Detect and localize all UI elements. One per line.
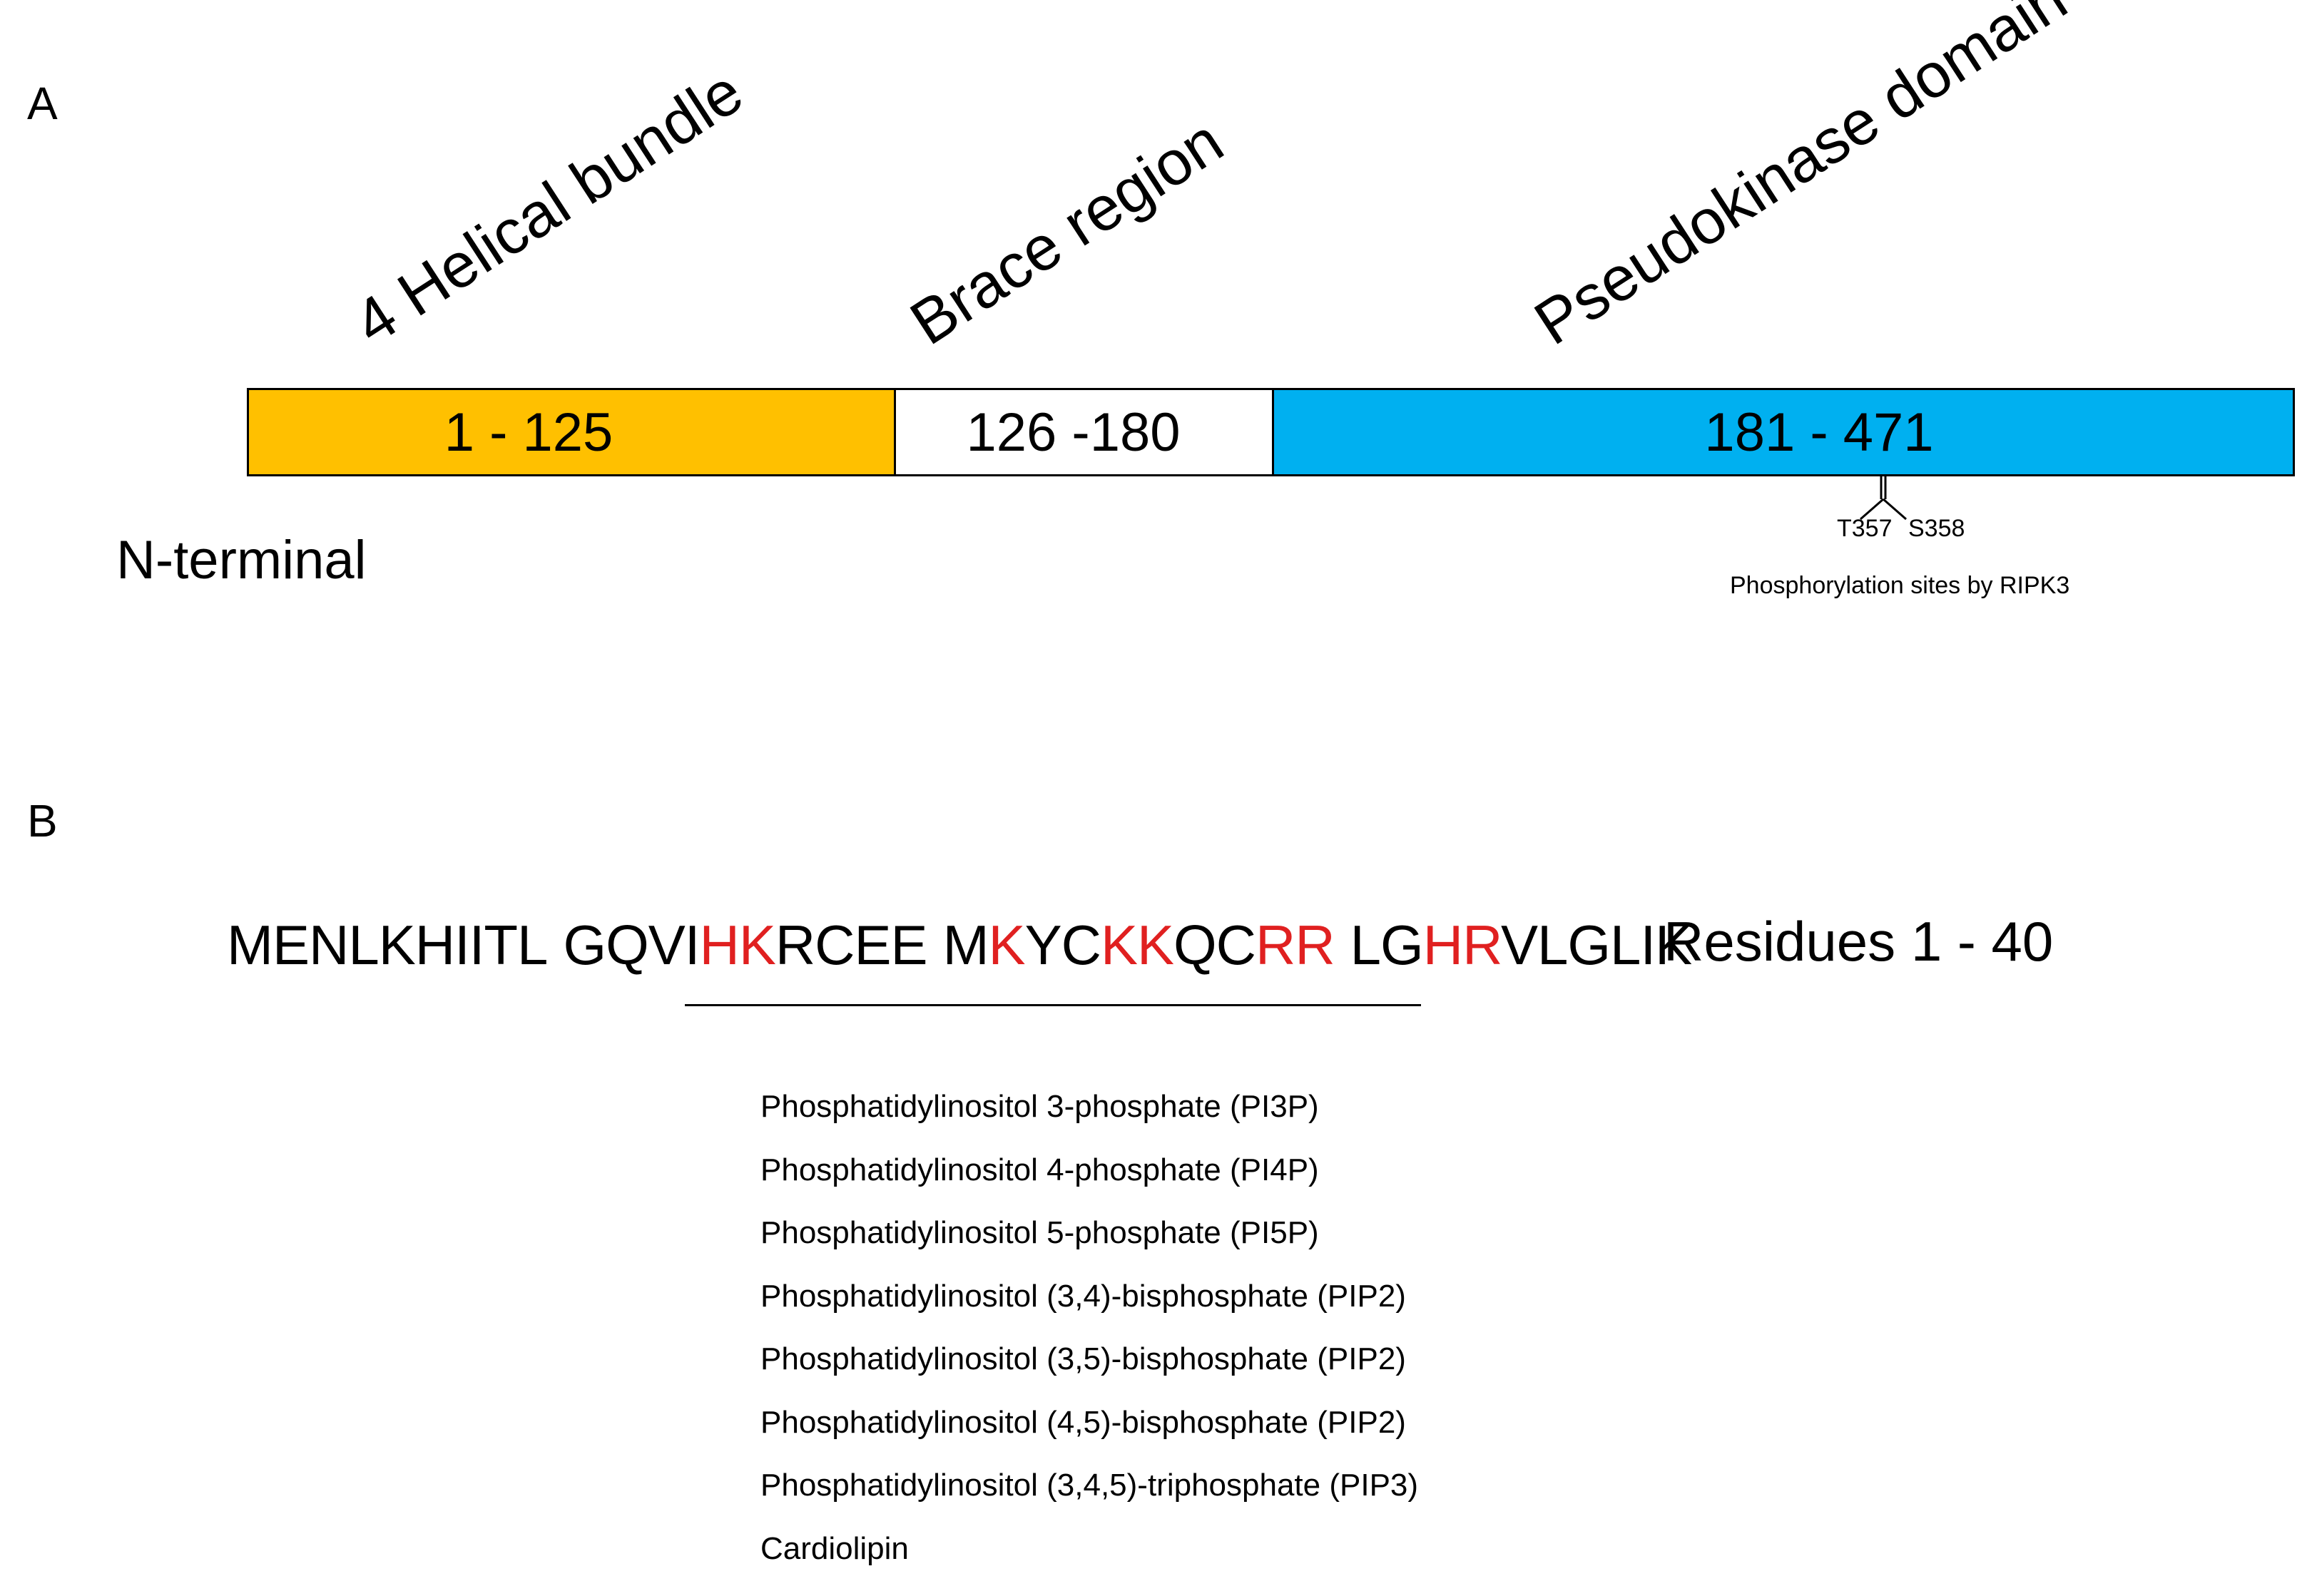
brace-region-segment: 126 -180: [894, 388, 1274, 476]
brace-region-title: Brace region: [897, 105, 1236, 359]
site-t357-label: T357: [1837, 515, 1893, 542]
site-s358-label: S358: [1908, 515, 1965, 542]
residue-segment: QC: [1173, 914, 1256, 976]
lipid-item: Cardiolipin: [760, 1530, 909, 1566]
helical-bundle-segment: 1 - 125: [247, 388, 896, 476]
residue-segment: RCEE: [775, 914, 928, 976]
lipid-item: Phosphatidylinositol (3,4,5)-triphosphat…: [760, 1468, 1419, 1503]
basic-residue: KK: [1100, 914, 1174, 976]
basic-residue: RR: [1256, 914, 1335, 976]
helical-bundle-title: 4 Helical bundle: [341, 56, 755, 359]
pseudokinase-domain-segment: 181 - 471: [1272, 388, 2295, 476]
lipid-item: Phosphatidylinositol (4,5)-bisphosphate …: [760, 1404, 1406, 1440]
lipid-item: Phosphatidylinositol 5-phosphate (PI5P): [760, 1215, 1319, 1250]
lipid-item: Phosphatidylinositol 4-phosphate (PI4P): [760, 1152, 1319, 1187]
lipid-binding-region-underline: [685, 1004, 1421, 1006]
helical-bundle-range: 1 - 125: [444, 401, 613, 463]
brace-region-range: 126 -180: [966, 401, 1181, 463]
sequence-group: GQVIHKRCEE: [563, 914, 927, 976]
phosphorylation-caption: Phosphorylation sites by RIPK3: [1730, 572, 2070, 599]
lipid-item: Phosphatidylinositol (3,5)-bisphosphate …: [760, 1341, 1406, 1376]
lipid-list: Phosphatidylinositol 3-phosphate (PI3P) …: [760, 1091, 1418, 1596]
residue-segment: MENLKHIITL: [227, 914, 548, 976]
residue-segment: GQVI: [563, 914, 700, 976]
residue-segment: LG: [1350, 914, 1424, 976]
basic-residue: HK: [699, 914, 775, 976]
residue-segment: YC: [1024, 914, 1101, 976]
sequence-group: MKYCKKQCRR: [943, 914, 1335, 976]
sequence-group: MENLKHIITL: [227, 914, 548, 976]
pseudokinase-domain-title: Pseudokinase domain: [1522, 0, 2079, 359]
panel-b-label: B: [27, 795, 58, 846]
panel-a-label: A: [27, 78, 58, 129]
residue-segment: VLGLIK: [1500, 914, 1692, 976]
pseudokinase-domain-range: 181 - 471: [1704, 401, 1934, 463]
lipid-item: Phosphatidylinositol (3,4)-bisphosphate …: [760, 1278, 1406, 1314]
basic-residue: K: [988, 914, 1026, 976]
residue-segment: M: [942, 914, 989, 976]
basic-residue: HR: [1422, 914, 1502, 976]
n-terminal-label: N-terminal: [116, 530, 367, 590]
sequence-group: LGHRVLGLIK: [1350, 914, 1692, 976]
protein-sequence: MENLKHIITL GQVIHKRCEE MKYCKKQCRR LGHRVLGLIK: [227, 913, 1707, 978]
phosphorylation-site-marker: [1860, 476, 1907, 521]
lipid-item: Phosphatidylinositol 3-phosphate (PI3P): [760, 1089, 1319, 1124]
residues-range-label: Residues 1 - 40: [1664, 910, 2054, 973]
